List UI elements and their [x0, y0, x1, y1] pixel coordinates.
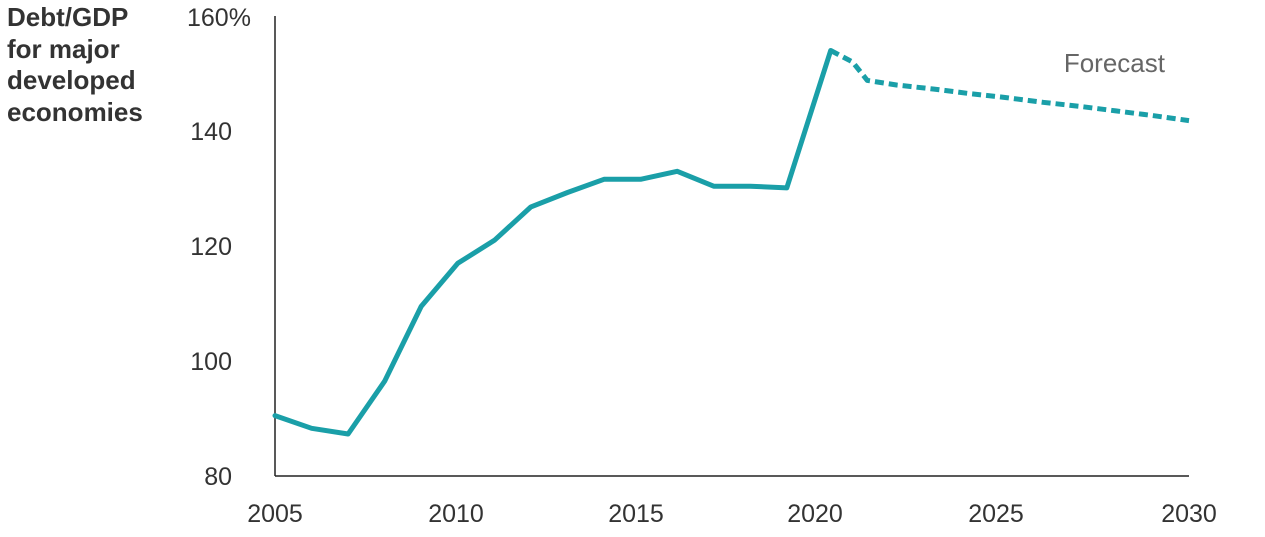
x-tick-label: 2020: [787, 500, 843, 528]
y-tick-label: 120: [190, 233, 232, 261]
chart-title-line: economies: [7, 96, 143, 127]
x-tick-label: 2030: [1161, 500, 1217, 528]
chart-title-line: Debt/GDP: [7, 2, 129, 32]
series-line-actual: [272, 48, 834, 437]
chart-title-line: for major: [7, 33, 120, 64]
forecast-annotation: Forecast: [1064, 48, 1166, 78]
y-tick-label: 160%: [187, 4, 251, 32]
series-line-forecast: [829, 48, 1190, 124]
chart-title-line: developed: [7, 65, 136, 95]
y-tick-label: 100: [190, 348, 232, 376]
x-tick-label: 2015: [608, 500, 664, 528]
y-tick-label: 80: [204, 463, 232, 491]
x-tick-label: 2005: [247, 500, 303, 528]
x-tick-label: 2025: [968, 500, 1024, 528]
x-tick-label: 2010: [428, 500, 484, 528]
chart-title: Debt/GDP for major developed economies: [7, 2, 167, 128]
y-tick-label: 140: [190, 118, 232, 146]
